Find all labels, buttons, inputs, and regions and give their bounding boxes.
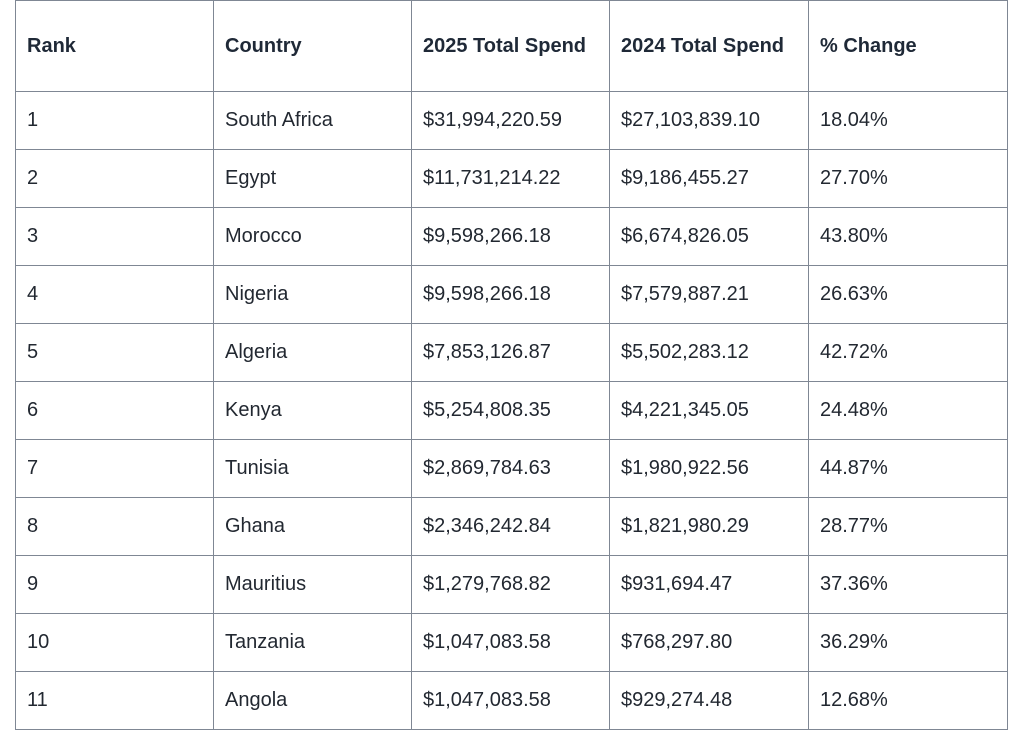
spend-2025-cell: $9,598,266.18	[411, 207, 610, 266]
percent-change-cell: 43.80%	[808, 207, 1008, 266]
spend-2024-cell: $4,221,345.05	[609, 381, 809, 440]
spend-2025-cell: $1,279,768.82	[411, 555, 610, 614]
header-rank: Rank	[15, 0, 214, 92]
table-row: 2 Egypt $11,731,214.22 $9,186,455.27 27.70%	[15, 149, 1008, 208]
table-row: 9 Mauritius $1,279,768.82 $931,694.47 37.36%	[15, 555, 1008, 614]
table-body: 1 South Africa $31,994,220.59 $27,103,839.1…	[15, 91, 1008, 730]
spend-2024-cell: $5,502,283.12	[609, 323, 809, 382]
spend-2025-cell: $2,346,242.84	[411, 497, 610, 556]
spend-2024-cell: $768,297.80	[609, 613, 809, 672]
spend-2024-cell: $931,694.47	[609, 555, 809, 614]
rank-cell: 5	[15, 323, 214, 382]
spend-2024-cell: $7,579,887.21	[609, 265, 809, 324]
table-row: 4 Nigeria $9,598,266.18 $7,579,887.21 26.63%	[15, 265, 1008, 324]
table-row: 7 Tunisia $2,869,784.63 $1,980,922.56 44.87%	[15, 439, 1008, 498]
country-cell: Angola	[213, 671, 412, 730]
percent-change-cell: 42.72%	[808, 323, 1008, 382]
percent-change-cell: 28.77%	[808, 497, 1008, 556]
spend-2024-cell: $1,821,980.29	[609, 497, 809, 556]
country-cell: Nigeria	[213, 265, 412, 324]
header-percent-change: % Change	[808, 0, 1008, 92]
country-cell: Tunisia	[213, 439, 412, 498]
rank-cell: 7	[15, 439, 214, 498]
table-row: 6 Kenya $5,254,808.35 $4,221,345.05 24.48%	[15, 381, 1008, 440]
percent-change-cell: 12.68%	[808, 671, 1008, 730]
rank-cell: 10	[15, 613, 214, 672]
spend-table-container: Rank Country 2025 Total Spend 2024 Total…	[15, 0, 1008, 730]
country-cell: Ghana	[213, 497, 412, 556]
table-row: 11 Angola $1,047,083.58 $929,274.48 12.68%	[15, 671, 1008, 730]
header-2024-total-spend: 2024 Total Spend	[609, 0, 809, 92]
table-header: Rank Country 2025 Total Spend 2024 Total…	[15, 0, 1008, 92]
spend-2025-cell: $1,047,083.58	[411, 671, 610, 730]
spend-2025-cell: $31,994,220.59	[411, 91, 610, 150]
country-cell: Egypt	[213, 149, 412, 208]
country-cell: Kenya	[213, 381, 412, 440]
percent-change-cell: 24.48%	[808, 381, 1008, 440]
spend-2024-cell: $1,980,922.56	[609, 439, 809, 498]
rank-cell: 9	[15, 555, 214, 614]
rank-cell: 2	[15, 149, 214, 208]
spend-2025-cell: $9,598,266.18	[411, 265, 610, 324]
percent-change-cell: 37.36%	[808, 555, 1008, 614]
country-cell: Mauritius	[213, 555, 412, 614]
country-cell: Morocco	[213, 207, 412, 266]
header-country: Country	[213, 0, 412, 92]
country-cell: South Africa	[213, 91, 412, 150]
table-row: 5 Algeria $7,853,126.87 $5,502,283.12 42.72%	[15, 323, 1008, 382]
spend-2025-cell: $11,731,214.22	[411, 149, 610, 208]
spend-2025-cell: $1,047,083.58	[411, 613, 610, 672]
spend-2024-cell: $929,274.48	[609, 671, 809, 730]
table-row: 10 Tanzania $1,047,083.58 $768,297.80 36.29%	[15, 613, 1008, 672]
spend-by-country-table: Rank Country 2025 Total Spend 2024 Total…	[15, 0, 1008, 730]
rank-cell: 8	[15, 497, 214, 556]
table-row: 8 Ghana $2,346,242.84 $1,821,980.29 28.77%	[15, 497, 1008, 556]
rank-cell: 1	[15, 91, 214, 150]
percent-change-cell: 27.70%	[808, 149, 1008, 208]
rank-cell: 11	[15, 671, 214, 730]
rank-cell: 6	[15, 381, 214, 440]
spend-2024-cell: $27,103,839.10	[609, 91, 809, 150]
country-cell: Algeria	[213, 323, 412, 382]
percent-change-cell: 44.87%	[808, 439, 1008, 498]
spend-2024-cell: $6,674,826.05	[609, 207, 809, 266]
percent-change-cell: 18.04%	[808, 91, 1008, 150]
spend-2025-cell: $2,869,784.63	[411, 439, 610, 498]
rank-cell: 3	[15, 207, 214, 266]
percent-change-cell: 26.63%	[808, 265, 1008, 324]
rank-cell: 4	[15, 265, 214, 324]
percent-change-cell: 36.29%	[808, 613, 1008, 672]
spend-2025-cell: $5,254,808.35	[411, 381, 610, 440]
table-row: 3 Morocco $9,598,266.18 $6,674,826.05 43.80%	[15, 207, 1008, 266]
spend-2025-cell: $7,853,126.87	[411, 323, 610, 382]
header-2025-total-spend: 2025 Total Spend	[411, 0, 610, 92]
country-cell: Tanzania	[213, 613, 412, 672]
table-row: 1 South Africa $31,994,220.59 $27,103,839.1…	[15, 91, 1008, 150]
spend-2024-cell: $9,186,455.27	[609, 149, 809, 208]
header-row: Rank Country 2025 Total Spend 2024 Total…	[15, 0, 1008, 92]
